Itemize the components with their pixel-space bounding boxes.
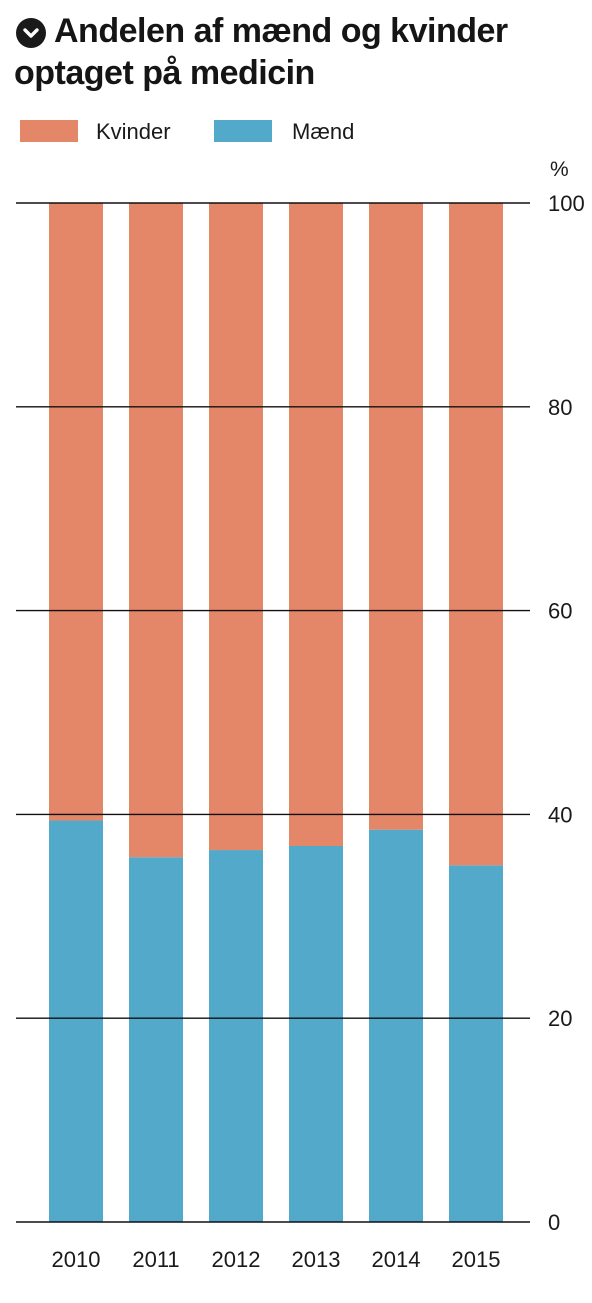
chart-title: Andelen af mænd og kvinder optaget på med… (14, 10, 584, 94)
bar-kvinder-2012 (209, 203, 263, 851)
y-tick-label-0: 0 (548, 1210, 560, 1235)
x-tick-label-2010: 2010 (52, 1247, 101, 1272)
y-tick-label-20: 20 (548, 1006, 572, 1031)
bar-kvinder-2010 (49, 203, 103, 821)
x-tick-label-2012: 2012 (212, 1247, 261, 1272)
bar-maend-2011 (129, 857, 183, 1222)
x-tick-label-2013: 2013 (292, 1247, 341, 1272)
chart-title-line-2: optaget på medicin (14, 54, 315, 92)
x-tick-label-2015: 2015 (452, 1247, 501, 1272)
bar-maend-2012 (209, 850, 263, 1222)
y-tick-label-100: 100 (548, 191, 585, 216)
chevron-down-icon (16, 18, 46, 48)
bar-kvinder-2015 (449, 203, 503, 866)
legend-swatch-kvinder (20, 120, 78, 142)
bar-kvinder-2011 (129, 203, 183, 858)
bar-maend-2014 (369, 829, 423, 1222)
bar-kvinder-2013 (289, 203, 343, 846)
x-tick-label-2014: 2014 (372, 1247, 421, 1272)
legend-label-maend: Mænd (292, 119, 355, 144)
bar-maend-2010 (49, 820, 103, 1222)
bar-kvinder-2014 (369, 203, 423, 830)
legend-label-kvinder: Kvinder (96, 119, 171, 144)
y-tick-label-60: 60 (548, 599, 572, 624)
y-axis-unit-label: % (550, 158, 569, 181)
y-tick-label-40: 40 (548, 802, 572, 827)
x-tick-label-2011: 2011 (132, 1247, 179, 1272)
chart-title-line-1: Andelen af mænd og kvinder (54, 12, 508, 50)
legend-swatch-maend (214, 120, 272, 142)
bar-maend-2015 (449, 865, 503, 1222)
chart-header: Andelen af mænd og kvinder optaget på med… (14, 10, 584, 94)
bar-maend-2013 (289, 845, 343, 1222)
y-tick-label-80: 80 (548, 395, 572, 420)
